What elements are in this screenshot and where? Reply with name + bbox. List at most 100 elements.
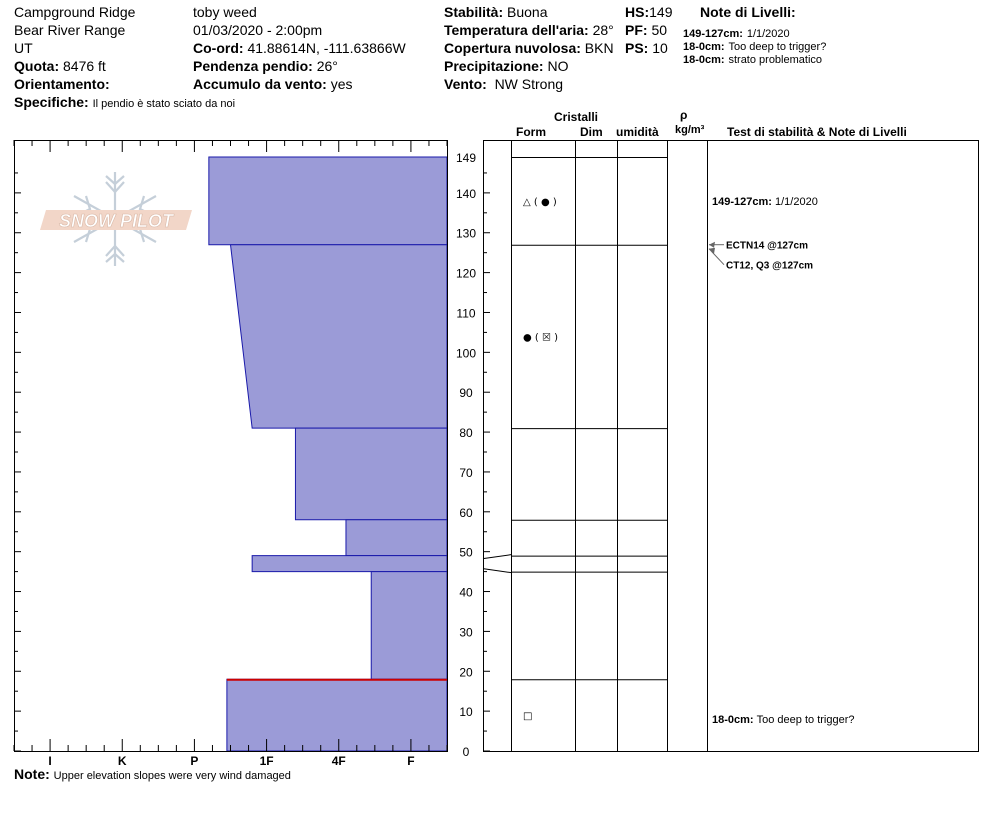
elevation-value: 8476 ft <box>63 58 106 74</box>
location-name: Campground Ridge <box>14 4 136 20</box>
wind-loading: Accumulo da vento: yes <box>193 76 352 92</box>
elevation-label: Quota: <box>14 58 60 74</box>
arrow-head-icon <box>709 241 715 248</box>
depth-tick-label: 60 <box>459 506 473 520</box>
depth-tick-label: 110 <box>456 306 475 320</box>
pf-label: PF: <box>625 22 648 38</box>
layer-boundary-connector <box>482 554 512 560</box>
layer-table-frame <box>483 140 979 752</box>
depth-tick-label: 30 <box>459 625 473 639</box>
snow-pilot-logo: SNOW PILOT <box>40 172 192 266</box>
coord-value: 41.88614N, -111.63866W <box>247 40 406 56</box>
stability-test-label: CT12, Q3 @127cm <box>726 261 813 272</box>
depth-tick-label: 90 <box>459 386 473 400</box>
tests-header: Test di stabilità & Note di Livelli <box>727 125 907 139</box>
hardness-tick-label: K <box>118 754 127 768</box>
foot-penetration: PF: 50 <box>625 22 667 38</box>
grain-forms: △ ( ● ) ● ( ☒ ) □ <box>523 197 558 722</box>
stability-tests: ECTN14 @127cm CT12, Q3 @127cm <box>708 241 813 272</box>
state: UT <box>14 40 33 56</box>
grain-form-symbol: □ <box>523 711 532 722</box>
specifics-value: Il pendio è stato sciato da noi <box>92 98 236 110</box>
slope-value: 26° <box>316 58 338 74</box>
hardness-layers <box>208 156 448 752</box>
cloud-value: BKN <box>584 40 614 56</box>
depth-tick-label: 80 <box>459 426 473 440</box>
coordinates: Co-ord: 41.88614N, -111.63866W <box>193 40 406 56</box>
ski-penetration: PS: 10 <box>625 40 668 56</box>
ps-label: PS: <box>625 40 649 56</box>
stability-value: Buona <box>507 4 548 20</box>
hardness-layer <box>294 427 448 521</box>
chart-frames <box>14 140 979 752</box>
depth-tick-label: 10 <box>459 705 473 719</box>
stability-label: Stabilità: <box>444 4 504 20</box>
mountain-range: Bear River Range <box>14 22 126 38</box>
layer-note: 18-0cm: strato problematico <box>683 50 822 67</box>
pf-value: 50 <box>651 22 668 38</box>
air-temp-value: 28° <box>592 22 614 38</box>
ps-value: 10 <box>652 40 668 56</box>
layer-note-range: 18-0cm: <box>683 41 725 53</box>
cloud-label: Copertura nuvolosa: <box>444 40 581 56</box>
note-value: Upper elevation slopes were very wind da… <box>53 770 291 782</box>
stability: Stabilità: Buona <box>444 4 548 20</box>
depth-tick-label: 100 <box>456 346 476 360</box>
date-time: 01/03/2020 - 2:00pm <box>193 22 323 38</box>
hardness-layer <box>226 678 448 752</box>
hardness-layer <box>370 571 448 680</box>
depth-axis: 0 10 20 30 40 50 60 70 80 90 100 110 120 130 140 149 <box>14 151 490 759</box>
depth-tick-label: 70 <box>459 466 473 480</box>
density-unit-header: kg/m³ <box>675 124 705 136</box>
hardness-tick-label: I <box>48 754 51 768</box>
crystals-header: Cristalli <box>554 110 599 124</box>
hardness-layer <box>251 555 448 573</box>
size-header: Dim <box>580 125 603 139</box>
depth-tick-label: 120 <box>456 267 476 281</box>
hardness-tick-label: 1F <box>260 754 274 768</box>
wind-value: NW Strong <box>494 76 564 92</box>
wind: Vento: NW Strong <box>444 76 563 92</box>
hs-label: HS: <box>625 4 650 20</box>
precip-label: Precipitazione: <box>444 58 544 74</box>
grain-form-symbol: ● ( ☒ ) <box>523 332 558 343</box>
coord-label: Co-ord: <box>193 40 244 56</box>
layer-comment: 18-0cm: Too deep to trigger? <box>712 714 855 726</box>
elevation: Quota: 8476 ft <box>14 58 106 74</box>
layer-note-text: strato problematico <box>728 54 823 66</box>
layer-note-text: Too deep to trigger? <box>728 41 827 53</box>
depth-tick-label: 40 <box>459 586 473 600</box>
layer-boundary-connector <box>482 568 512 574</box>
depth-tick-label: 20 <box>459 665 473 679</box>
snow-height: HS:149 <box>625 4 672 20</box>
slope-angle: Pendenza pendio: 26° <box>193 58 338 74</box>
observer: toby weed <box>193 4 257 20</box>
logo-text: SNOW PILOT <box>59 211 175 231</box>
layer-note-text: 1/1/2020 <box>746 28 790 40</box>
layer-comment-text: 1/1/2020 <box>775 196 818 208</box>
precip-value: NO <box>547 58 569 74</box>
wind-loading-label: Accumulo da vento: <box>193 76 327 92</box>
depth-tick-label: 130 <box>456 227 476 241</box>
layer-boundaries <box>482 157 667 681</box>
footer-note: Note: Upper elevation slopes were very w… <box>14 766 291 783</box>
specifics: Specifiche: Il pendio è stato sciato da … <box>14 94 235 111</box>
layer-note-range: 18-0cm: <box>683 54 725 66</box>
depth-tick-label: 50 <box>459 546 473 560</box>
hardness-tick-label: 4F <box>332 754 346 768</box>
hs-value: 149 <box>649 4 673 20</box>
hardness-axis: I K P 1F 4F F <box>13 140 448 768</box>
stability-test-arrow <box>708 248 725 266</box>
note-label: Note: <box>14 766 50 782</box>
layer-comments: 149-127cm: 1/1/2020 18-0cm: Too deep to t… <box>712 196 855 726</box>
layer-note: 149-127cm: 1/1/2020 <box>683 24 790 41</box>
hardness-layer <box>229 244 448 429</box>
depth-tick-label: 149 <box>456 151 476 165</box>
hardness-tick-label: F <box>407 754 414 768</box>
logo-banner <box>40 210 192 230</box>
hardness-layer <box>208 156 448 246</box>
layer-comment-range: 18-0cm: <box>712 714 757 726</box>
form-header: Form <box>516 125 546 139</box>
layer-comment: 149-127cm: 1/1/2020 <box>712 196 818 208</box>
wind-loading-value: yes <box>330 76 353 92</box>
